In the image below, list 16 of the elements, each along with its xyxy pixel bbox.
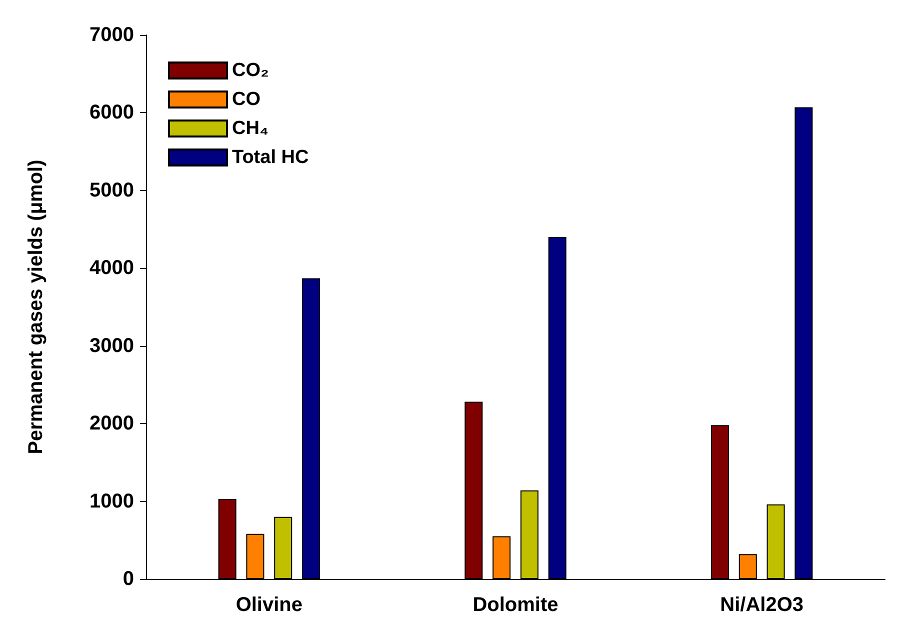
y-tick-label: 4000 bbox=[90, 257, 134, 280]
y-tick-label: 3000 bbox=[90, 334, 134, 357]
legend-label: CH₄ bbox=[232, 118, 268, 139]
y-tick-label: 7000 bbox=[90, 24, 134, 46]
legend-label: CO₂ bbox=[232, 60, 269, 81]
y-tick-label: 2000 bbox=[90, 412, 134, 435]
y-tick-label: 6000 bbox=[90, 102, 134, 124]
y-axis-title: Permanent gases yields (μmol) bbox=[25, 160, 47, 454]
legend-label: CO bbox=[232, 89, 260, 110]
y-tick-label: 5000 bbox=[90, 179, 134, 202]
legend-label: Total HC bbox=[232, 147, 309, 168]
y-tick-label: 0 bbox=[122, 568, 134, 590]
y-tick-label: 1000 bbox=[90, 490, 134, 512]
x-tick-label: Dolomite bbox=[472, 594, 558, 616]
x-tick-label: Olivine bbox=[236, 594, 303, 616]
x-tick-label: Ni/Al2O3 bbox=[720, 594, 804, 616]
